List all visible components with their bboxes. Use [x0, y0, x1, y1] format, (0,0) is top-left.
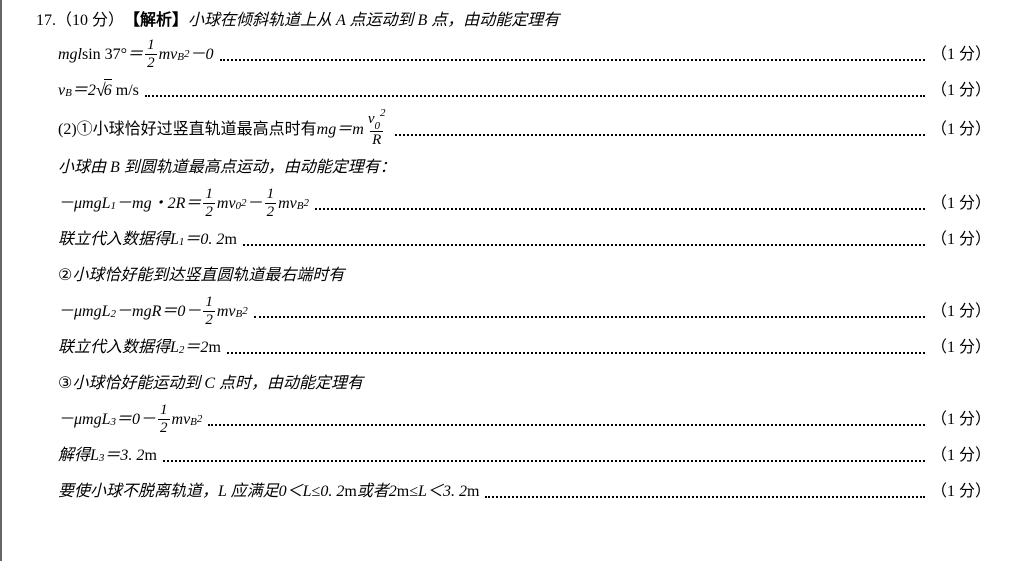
solution-line: －μmgL1－mg・2R＝12mv02－12mvB2 （1 分） — [58, 187, 995, 221]
solution-line: mglsin 37°＝12mvB2－0 （1 分） — [58, 38, 995, 72]
question-header: 17. （10 分） 【解析】 小球在倾斜轨道上从 A 点运动到 B 点，由动能… — [36, 10, 995, 32]
heading-bold: 【解析】 — [124, 10, 188, 32]
dotted-leader — [254, 307, 925, 319]
equation-text: 联立代入数据得 L2＝2 m — [58, 337, 221, 359]
equation-text: 联立代入数据得 L1＝0. 2 m — [58, 229, 237, 251]
dotted-leader — [243, 235, 925, 247]
equation-text: 要使小球不脱离轨道，L 应满足 0＜L≤0. 2 m 或者 2 m≤L＜3. 2… — [58, 481, 479, 503]
dotted-leader — [145, 86, 925, 98]
score-label: （1 分） — [931, 301, 995, 323]
score-label: （1 分） — [931, 193, 995, 215]
equation-text: (2)①小球恰好过竖直轨道最高点时有 mg＝mv02R — [58, 110, 389, 149]
equation-text: 小球由 B 到圆轨道最高点运动，由动能定理有： — [58, 157, 396, 179]
solution-line: 联立代入数据得 L2＝2 m （1 分） — [58, 331, 995, 365]
dotted-leader — [395, 124, 925, 136]
solution-line: 解得 L3＝3. 2 m （1 分） — [58, 439, 995, 473]
equation-text: －μmgL2－mgR＝0－12mvB2 — [58, 296, 248, 329]
score-label: （1 分） — [931, 229, 995, 251]
dotted-leader — [208, 415, 925, 427]
solution-line: －μmgL2－mgR＝0－12mvB2 （1 分） — [58, 295, 995, 329]
question-number: 17. — [36, 10, 56, 32]
equation-text: ②小球恰好能到达竖直圆轨道最右端时有 — [58, 265, 344, 287]
equation-text: 解得 L3＝3. 2 m — [58, 445, 157, 467]
score-label: （1 分） — [931, 445, 995, 467]
dotted-leader — [227, 343, 925, 355]
solution-line: 要使小球不脱离轨道，L 应满足 0＜L≤0. 2 m 或者 2 m≤L＜3. 2… — [58, 475, 995, 509]
solution-page: 17. （10 分） 【解析】 小球在倾斜轨道上从 A 点运动到 B 点，由动能… — [0, 0, 1017, 561]
equation-text: －μmgL3＝0－12mvB2 — [58, 404, 202, 437]
solution-line: －μmgL3＝0－12mvB2 （1 分） — [58, 403, 995, 437]
equation-text: vB＝2√6 m/s — [58, 79, 139, 104]
solution-line: ③小球恰好能运动到 C 点时，由动能定理有 — [58, 367, 995, 401]
solution-line: 小球由 B 到圆轨道最高点运动，由动能定理有： — [58, 151, 995, 185]
score-label: （1 分） — [931, 337, 995, 359]
solution-line: 联立代入数据得 L1＝0. 2 m （1 分） — [58, 223, 995, 257]
score-label: （1 分） — [931, 409, 995, 431]
equation-text: －μmgL1－mg・2R＝12mv02－12mvB2 — [58, 188, 309, 221]
dotted-leader — [315, 199, 925, 211]
solution-lines: mglsin 37°＝12mvB2－0（1 分）vB＝2√6 m/s（1 分）(… — [36, 38, 995, 509]
solution-line: ②小球恰好能到达竖直圆轨道最右端时有 — [58, 259, 995, 293]
score-label: （1 分） — [931, 44, 995, 66]
equation-text: mglsin 37°＝12mvB2－0 — [58, 39, 214, 72]
score-label: （1 分） — [931, 481, 995, 503]
dotted-leader — [220, 50, 925, 62]
score-label: （1 分） — [931, 80, 995, 102]
solution-line: vB＝2√6 m/s （1 分） — [58, 74, 995, 108]
question-points: （10 分） — [56, 10, 124, 32]
heading-rest: 小球在倾斜轨道上从 A 点运动到 B 点，由动能定理有 — [188, 10, 559, 32]
solution-line: (2)①小球恰好过竖直轨道最高点时有 mg＝mv02R （1 分） — [58, 110, 995, 149]
equation-text: ③小球恰好能运动到 C 点时，由动能定理有 — [58, 373, 363, 395]
dotted-leader — [485, 487, 925, 499]
dotted-leader — [163, 451, 925, 463]
score-label: （1 分） — [931, 119, 995, 141]
